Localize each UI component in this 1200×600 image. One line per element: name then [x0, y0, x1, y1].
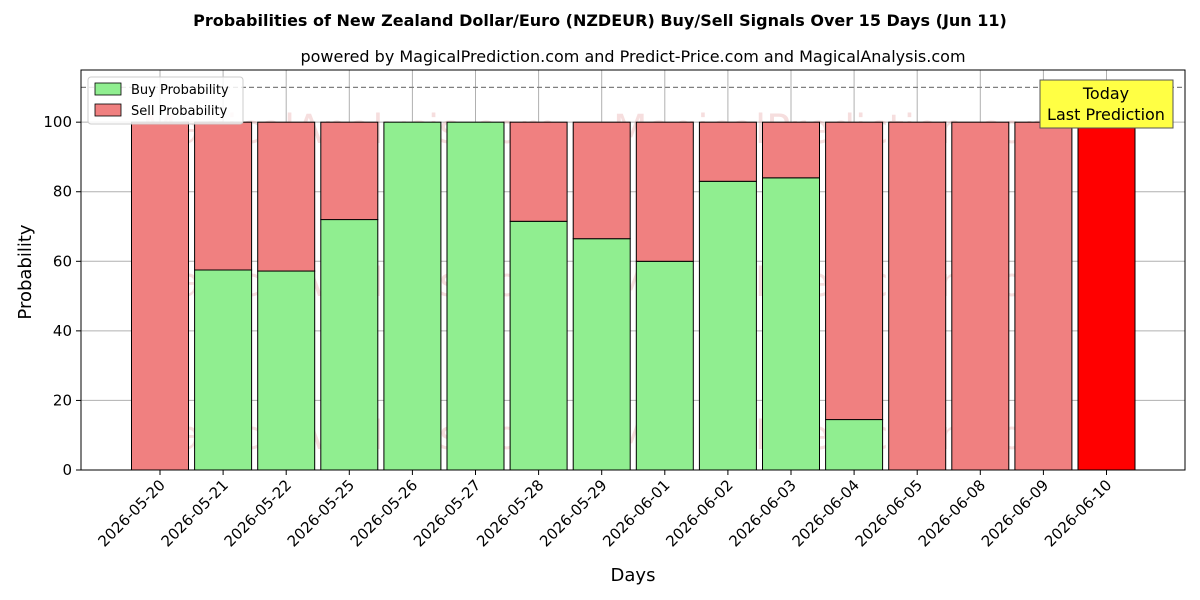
chart-subtitle: powered by MagicalPrediction.com and Pre…	[300, 47, 965, 66]
bars	[131, 121, 1136, 471]
x-tick-label: 2026-06-03	[725, 476, 799, 550]
bar-buy-2026-05-29	[572, 238, 631, 471]
legend: Buy Probability Sell Probability	[87, 76, 244, 125]
y-axis-label: Probability	[15, 224, 36, 319]
x-tick-label: 2026-05-22	[221, 476, 295, 550]
legend-swatch-sell	[94, 103, 122, 117]
x-tick-label: 2026-05-29	[536, 476, 610, 550]
x-tick-label: 2026-05-28	[473, 476, 547, 550]
x-axis-label: Days	[611, 565, 656, 586]
x-tick-label: 2026-06-02	[662, 476, 736, 550]
bar-sell-2026-06-03	[762, 121, 820, 179]
bar-buy-2026-06-02	[698, 180, 757, 471]
x-tick-label: 2026-06-05	[852, 476, 926, 550]
bar-sell-2026-05-28	[509, 121, 568, 222]
x-tick-label: 2026-06-09	[978, 476, 1052, 550]
x-tick-label: 2026-06-08	[915, 476, 989, 550]
chart-title: Probabilities of New Zealand Dollar/Euro…	[193, 11, 1007, 30]
bar-sell-2026-06-05	[888, 121, 947, 471]
bar-sell-2026-06-04	[825, 121, 884, 421]
today-annotation-line2: Last Prediction	[1047, 105, 1165, 124]
y-tick-label: 60	[53, 252, 72, 270]
legend-label-sell: Sell Probability	[131, 104, 228, 119]
y-tick-label: 100	[43, 113, 72, 131]
x-tick-label: 2026-06-04	[789, 476, 863, 550]
bar-sell-2026-06-02	[698, 121, 757, 182]
x-axis: 2026-05-202026-05-212026-05-222026-05-25…	[94, 470, 1115, 550]
legend-box	[87, 76, 244, 125]
today-annotation-box	[1039, 79, 1174, 129]
y-tick-label: 40	[53, 322, 72, 340]
bar-buy-2026-05-25	[320, 219, 379, 471]
bar-sell-2026-05-22	[257, 121, 316, 272]
x-tick-label: 2026-05-25	[284, 476, 358, 550]
bar-buy-2026-06-01	[635, 260, 694, 471]
bar-buy-2026-05-21	[194, 269, 253, 471]
legend-swatch-buy	[94, 82, 122, 96]
bar-buy-2026-05-27	[446, 121, 505, 471]
bar-buy-2026-05-22	[257, 270, 316, 471]
today-annotation: Today Last Prediction	[1039, 79, 1174, 129]
x-tick-label: 2026-06-10	[1041, 476, 1115, 550]
bar-buy-2026-06-03	[762, 177, 820, 471]
y-axis: 0 20 40 60 80 100	[43, 113, 81, 479]
bar-buy-2026-05-28	[509, 220, 568, 471]
plot-frame	[80, 69, 1186, 471]
bar-buy-2026-05-26	[383, 121, 442, 471]
y-tick-label: 80	[53, 183, 72, 201]
bar-sell-2026-05-21	[194, 121, 253, 271]
x-tick-label: 2026-05-21	[158, 476, 232, 550]
bar-sell-2026-06-10	[1077, 121, 1136, 471]
x-tick-label: 2026-05-26	[347, 476, 421, 550]
bar-sell-2026-06-08	[951, 121, 1010, 471]
bar-buy-2026-06-04	[825, 419, 884, 471]
bar-sell-2026-05-25	[320, 121, 379, 221]
bar-sell-2026-05-29	[572, 121, 631, 240]
bar-sell-2026-06-09	[1014, 121, 1073, 471]
x-tick-label: 2026-06-01	[599, 476, 673, 550]
x-tick-label: 2026-05-20	[94, 476, 168, 550]
today-annotation-line1: Today	[1082, 84, 1129, 103]
y-tick-label: 20	[53, 391, 72, 409]
bar-sell-2026-06-01	[635, 121, 694, 262]
legend-label-buy: Buy Probability	[131, 83, 229, 98]
bar-sell-2026-05-20	[131, 121, 189, 471]
y-tick-label: 0	[62, 461, 72, 479]
x-tick-label: 2026-05-27	[410, 476, 484, 550]
